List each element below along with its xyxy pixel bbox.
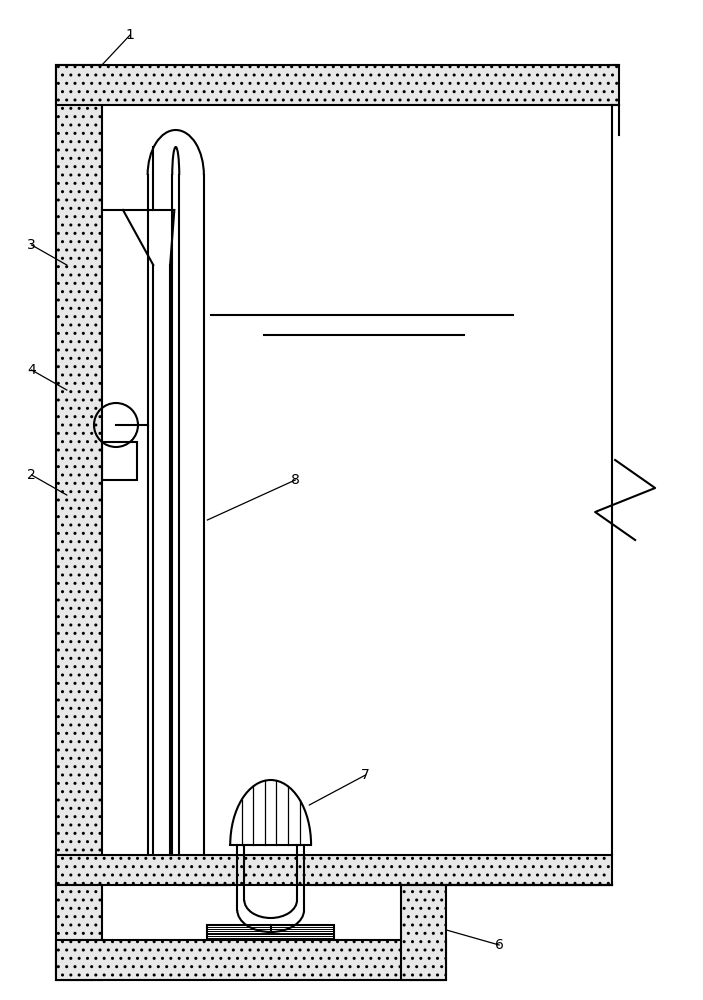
FancyBboxPatch shape xyxy=(401,885,446,980)
FancyBboxPatch shape xyxy=(56,885,102,980)
Text: 7: 7 xyxy=(361,768,370,782)
FancyBboxPatch shape xyxy=(56,940,446,980)
Text: 1: 1 xyxy=(126,28,134,42)
Text: 2: 2 xyxy=(27,468,36,482)
Text: 8: 8 xyxy=(291,473,299,487)
Text: 3: 3 xyxy=(27,238,36,252)
Text: 4: 4 xyxy=(27,363,36,377)
FancyBboxPatch shape xyxy=(56,65,619,105)
Text: 6: 6 xyxy=(495,938,503,952)
FancyBboxPatch shape xyxy=(56,65,102,885)
FancyBboxPatch shape xyxy=(56,855,612,885)
